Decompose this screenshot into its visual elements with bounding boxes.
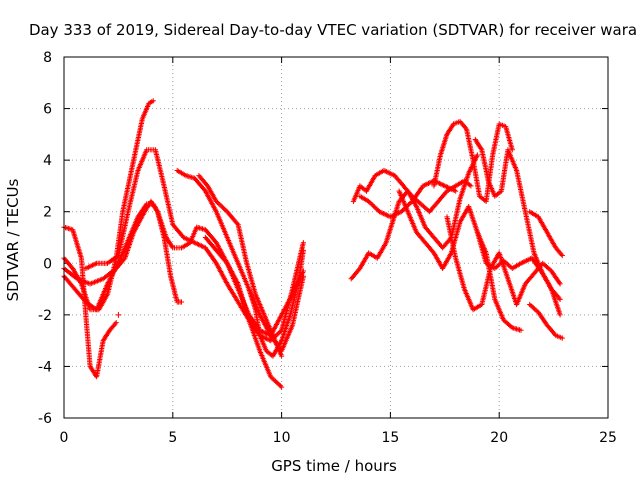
x-axis-label: GPS time / hours xyxy=(271,457,397,475)
y-tick-label: 6 xyxy=(43,102,52,118)
x-tick-label: 20 xyxy=(490,430,508,446)
plot-frame xyxy=(63,56,609,419)
data-series-track-19 xyxy=(527,301,565,341)
data-series-track-8 xyxy=(202,234,285,390)
data-series-track-15 xyxy=(472,136,563,318)
data-series-track-16 xyxy=(444,214,563,313)
y-tick-label: -4 xyxy=(38,359,52,375)
data-point-outlier xyxy=(115,311,122,318)
x-tick-label: 5 xyxy=(168,430,177,446)
x-tick-label: 15 xyxy=(381,430,399,446)
x-tick-label: 0 xyxy=(60,430,69,446)
chart-title: Day 333 of 2019, Sidereal Day-to-day VTE… xyxy=(29,21,637,39)
y-tick-label: 4 xyxy=(43,153,52,169)
data-series-track-12 xyxy=(348,152,480,282)
y-tick-label: 8 xyxy=(43,50,52,66)
data-series-track-4 xyxy=(61,198,306,339)
y-tick-label: 0 xyxy=(43,256,52,272)
data-series-track-9 xyxy=(246,247,306,359)
y-tick-label: -2 xyxy=(38,308,52,324)
data-series-track-5 xyxy=(83,147,306,344)
grid-lines xyxy=(64,57,608,418)
x-tick-label: 25 xyxy=(599,430,617,446)
data-series-track-18 xyxy=(527,209,565,259)
x-tick-label: 10 xyxy=(273,430,291,446)
data-series-track-17 xyxy=(474,229,524,333)
y-axis-label: SDTVAR / TECUs xyxy=(4,178,22,301)
y-tick-label: -6 xyxy=(38,411,52,427)
data-series-track-7 xyxy=(196,173,285,359)
y-tick-label: 2 xyxy=(43,205,52,221)
data-points xyxy=(61,98,565,390)
